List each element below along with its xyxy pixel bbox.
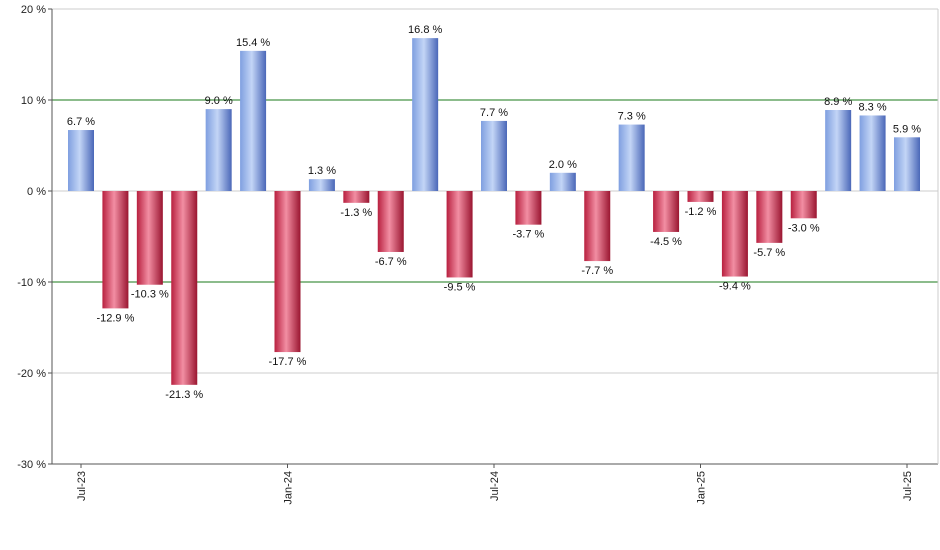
bar <box>790 191 817 219</box>
data-label: 1.3 % <box>308 165 336 177</box>
bar <box>136 191 163 285</box>
data-label: 8.9 % <box>824 96 852 108</box>
data-label: 9.0 % <box>205 95 233 107</box>
y-tick-label: 20 % <box>21 4 46 16</box>
bar <box>171 191 198 385</box>
data-label: -5.7 % <box>753 247 785 259</box>
y-tick-label: 0 % <box>27 186 46 198</box>
bar <box>756 191 783 243</box>
y-tick-label: 10 % <box>21 95 46 107</box>
bar <box>515 191 542 225</box>
reference-lines <box>52 99 938 283</box>
data-label: -4.5 % <box>650 236 682 248</box>
data-label: 2.0 % <box>549 159 577 171</box>
bar <box>549 172 576 191</box>
data-label: -9.4 % <box>719 281 751 293</box>
bar <box>653 191 680 232</box>
data-label: -1.3 % <box>340 207 372 219</box>
x-tick-label: Jul-25 <box>902 471 914 501</box>
bar <box>481 120 507 191</box>
x-tick-label: Jan-24 <box>283 471 295 505</box>
data-label: -17.7 % <box>269 356 307 368</box>
bar <box>102 191 129 309</box>
data-label: -6.7 % <box>375 256 407 268</box>
y-tick-label: -30 % <box>17 459 46 471</box>
bars <box>68 38 920 385</box>
bar <box>308 179 335 191</box>
data-label: 8.3 % <box>859 101 887 113</box>
x-tick-label: Jul-23 <box>76 471 88 501</box>
bar <box>446 191 473 278</box>
bar <box>721 191 748 277</box>
data-label: -1.2 % <box>685 206 717 218</box>
bar <box>240 50 267 191</box>
data-label: -3.0 % <box>788 222 820 234</box>
data-label: -21.3 % <box>165 389 203 401</box>
y-tick-label: -10 % <box>17 277 46 289</box>
bar <box>687 191 714 202</box>
bar <box>894 137 920 191</box>
bar <box>274 191 301 353</box>
data-label: 5.9 % <box>893 123 921 135</box>
data-label: 6.7 % <box>67 116 95 128</box>
bar <box>205 109 232 191</box>
data-label: 15.4 % <box>236 37 270 49</box>
data-label: 16.8 % <box>408 24 442 36</box>
bar <box>412 38 439 192</box>
data-label: 7.3 % <box>618 111 646 123</box>
y-tick-label: -20 % <box>17 368 46 380</box>
bar <box>584 191 611 262</box>
x-tick-label: Jan-25 <box>696 471 708 505</box>
bar <box>377 191 404 252</box>
data-label: -3.7 % <box>513 229 545 241</box>
data-label: -9.5 % <box>444 281 476 293</box>
data-label: -10.3 % <box>131 289 169 301</box>
bar <box>859 115 886 191</box>
data-labels: 6.7 % -12.9 % -10.3 % -21.3 % 9.0 % 15.4 % -17… <box>67 24 921 401</box>
bar <box>343 191 370 203</box>
x-tick-label: Jul-24 <box>489 471 501 501</box>
axes: 20 % 10 % 0 % -10 % -20 % -30 % Jul-23 Jan-24 Ju… <box>17 4 939 505</box>
data-label: 7.7 % <box>480 107 508 119</box>
bar <box>618 124 645 191</box>
data-label: -12.9 % <box>96 312 134 324</box>
bar <box>68 130 94 191</box>
data-label: -7.7 % <box>581 265 613 277</box>
bar <box>825 110 852 191</box>
